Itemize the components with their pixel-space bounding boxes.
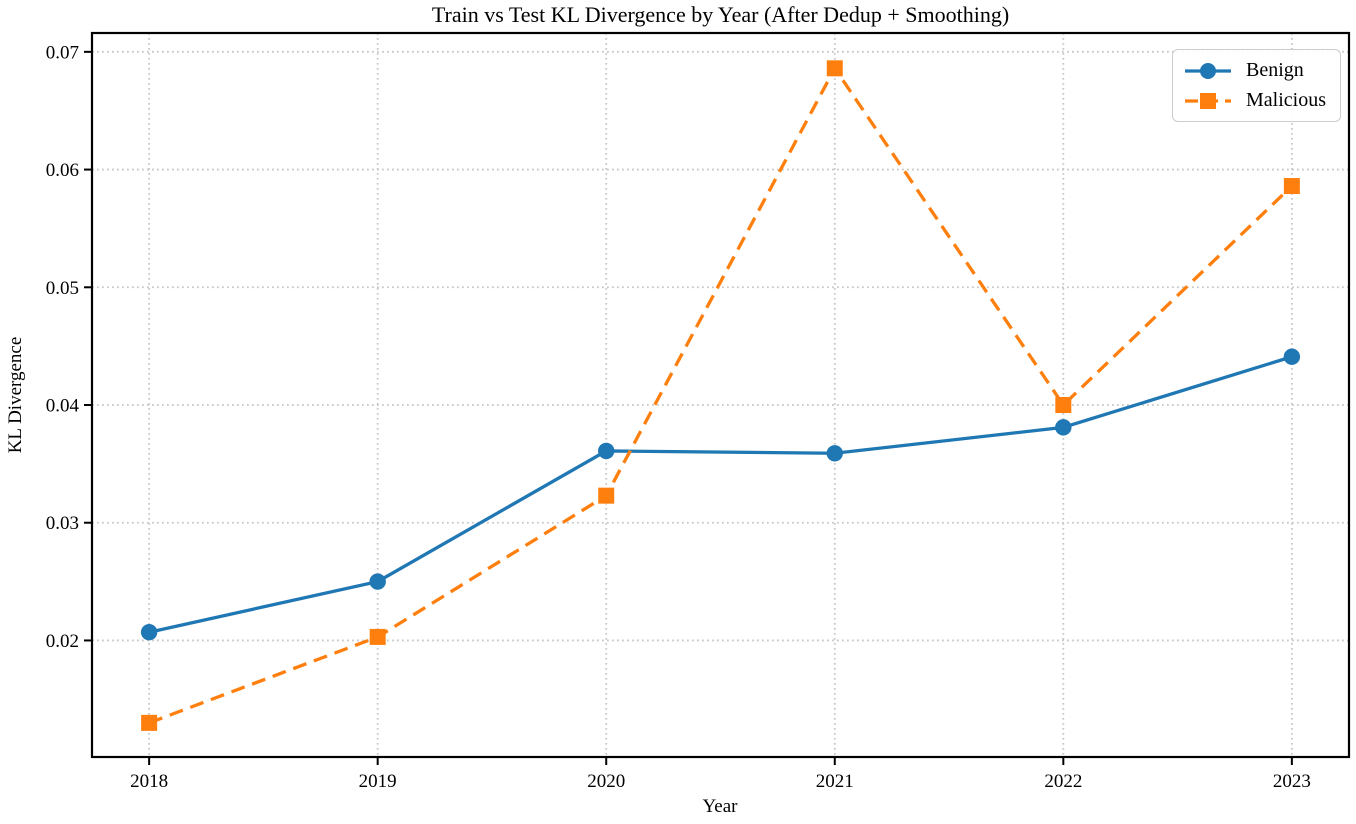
data-point-malicious: [141, 714, 158, 731]
legend-label-malicious: Malicious: [1246, 89, 1326, 111]
x-tick-label: 2022: [1044, 771, 1082, 792]
data-point-benign: [369, 573, 386, 590]
chart-title: Train vs Test KL Divergence by Year (Aft…: [431, 2, 1010, 27]
data-point-benign: [826, 445, 843, 462]
data-point-benign: [598, 442, 615, 460]
x-tick-label: 2018: [130, 771, 168, 792]
series-line-malicious: [148, 65, 1294, 725]
data-point-malicious: [369, 628, 386, 645]
y-tick-label: 0.07: [46, 42, 79, 63]
y-tick-label: 0.02: [46, 631, 79, 652]
legend-item-malicious: Malicious: [1184, 89, 1326, 112]
data-point-malicious: [598, 487, 615, 504]
legend-label-benign: Benign: [1246, 59, 1304, 81]
y-tick-label: 0.06: [46, 160, 79, 181]
data-point-benign: [140, 624, 158, 641]
x-tick-label: 2021: [816, 771, 854, 792]
x-axis-label: Year: [702, 796, 738, 817]
data-point-malicious: [1283, 178, 1300, 195]
y-tick-label: 0.05: [46, 278, 79, 299]
y-tick-label: 0.03: [46, 513, 79, 534]
y-axis-label: KL Divergence: [5, 336, 26, 454]
series-line-benign: [148, 355, 1293, 634]
legend: Benign Malicious: [1172, 49, 1341, 122]
legend-malicious-line-icon: [1185, 92, 1231, 109]
data-point-benign: [1283, 348, 1301, 365]
legend-item-benign: Benign: [1184, 59, 1326, 82]
x-tick-label: 2023: [1273, 771, 1311, 792]
data-point-malicious: [1055, 397, 1072, 414]
x-tick-label: 2020: [587, 771, 625, 792]
x-tick-label: 2019: [359, 771, 397, 792]
legend-benign-line-icon: [1185, 62, 1231, 79]
data-point-malicious: [826, 60, 843, 77]
y-tick-label: 0.04: [46, 396, 80, 417]
data-point-benign: [1055, 419, 1072, 436]
plot-border: [90, 31, 1351, 759]
